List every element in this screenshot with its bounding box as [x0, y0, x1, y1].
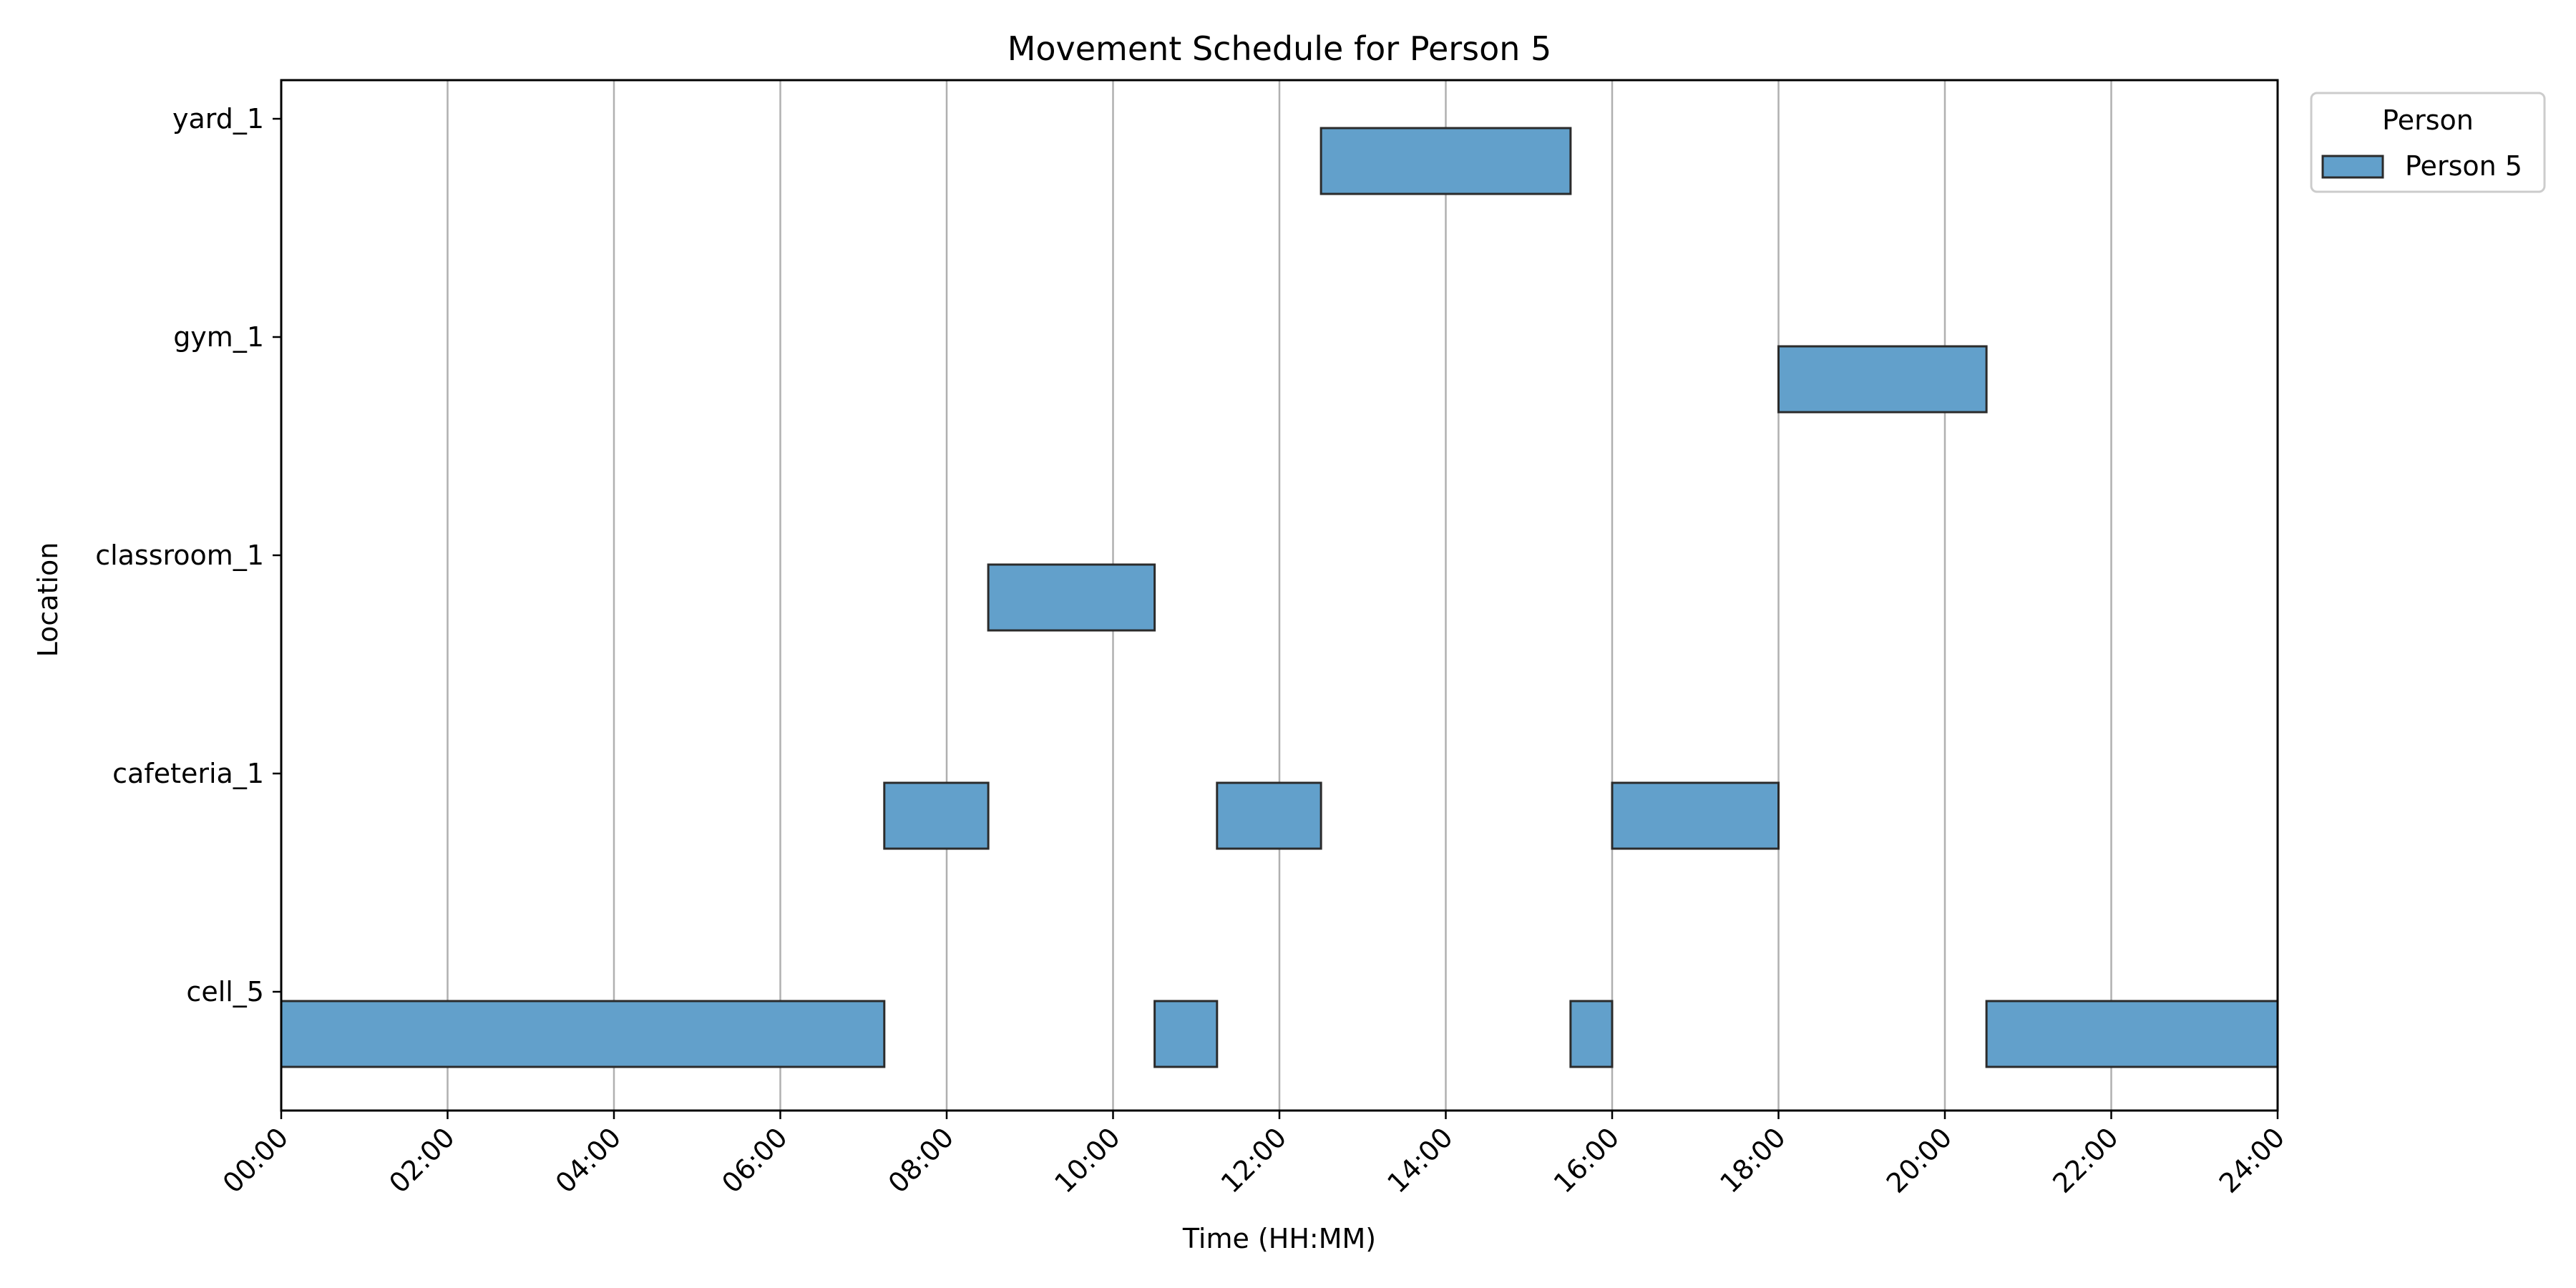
bar-yard_1: [1319, 127, 1572, 195]
bar-cafeteria_1: [1216, 781, 1322, 850]
y-tick-label: gym_1: [173, 321, 264, 353]
schedule-bars: [280, 127, 2279, 1068]
legend: Person Person 5: [2310, 92, 2546, 193]
bar-cell_5: [1569, 1000, 1614, 1068]
bar-classroom_1: [987, 563, 1156, 632]
bar-cafeteria_1: [1611, 781, 1780, 850]
bar-cell_5: [280, 1000, 886, 1068]
y-tick-label: yard_1: [172, 103, 264, 135]
bar-cafeteria_1: [883, 781, 990, 850]
bar-gym_1: [1777, 345, 1988, 414]
x-axis-label: Time (HH:MM): [1182, 1223, 1376, 1254]
y-tick-label: cafeteria_1: [112, 758, 264, 789]
y-tick-label: classroom_1: [95, 540, 264, 571]
legend-title: Person: [2382, 104, 2474, 136]
y-tick-label: cell_5: [186, 976, 264, 1008]
legend-swatch-person-5: [2321, 155, 2384, 179]
legend-label-person-5: Person 5: [2405, 150, 2522, 182]
bar-cell_5: [1985, 1000, 2279, 1068]
y-axis-ticks: cell_5 cafeteria_1 classroom_1 gym_1 yard_1: [95, 103, 281, 1008]
bar-cell_5: [1153, 1000, 1219, 1068]
y-axis-label: Location: [32, 542, 64, 658]
chart-title: Movement Schedule for Person 5: [1008, 29, 1552, 68]
